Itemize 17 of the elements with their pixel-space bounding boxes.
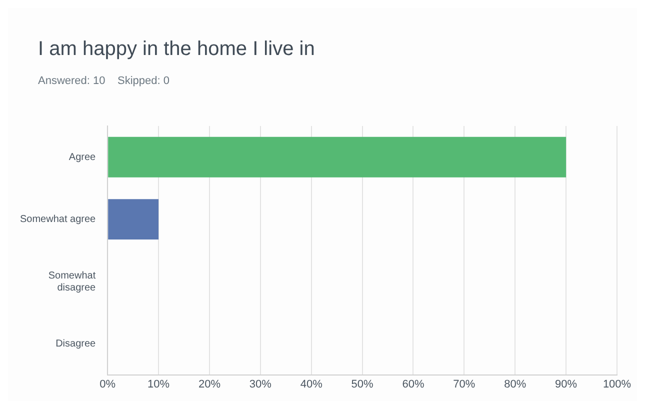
- chart-title: I am happy in the home I live in: [38, 38, 315, 61]
- x-tick-label: 40%: [300, 378, 323, 390]
- x-tick-label: 70%: [453, 378, 476, 390]
- chart-subtitle: Answered: 10 Skipped: 0: [38, 75, 170, 87]
- x-tick-label: 60%: [402, 378, 424, 390]
- x-tick-label: 0%: [100, 378, 116, 390]
- x-tick-label: 80%: [504, 378, 526, 390]
- x-tick-label: 30%: [249, 378, 272, 390]
- y-tick-label: Somewhat disagree: [48, 270, 96, 294]
- x-tick-label: 100%: [602, 378, 632, 390]
- y-tick-label: Somewhat agree: [20, 214, 96, 226]
- x-tick-label: 10%: [148, 378, 170, 390]
- x-tick-label: 20%: [198, 378, 221, 390]
- x-tick-label: 90%: [555, 378, 578, 390]
- y-tick-label: Disagree: [56, 338, 96, 350]
- x-tick-label: 50%: [351, 378, 374, 390]
- y-tick-label: Agree: [68, 152, 96, 163]
